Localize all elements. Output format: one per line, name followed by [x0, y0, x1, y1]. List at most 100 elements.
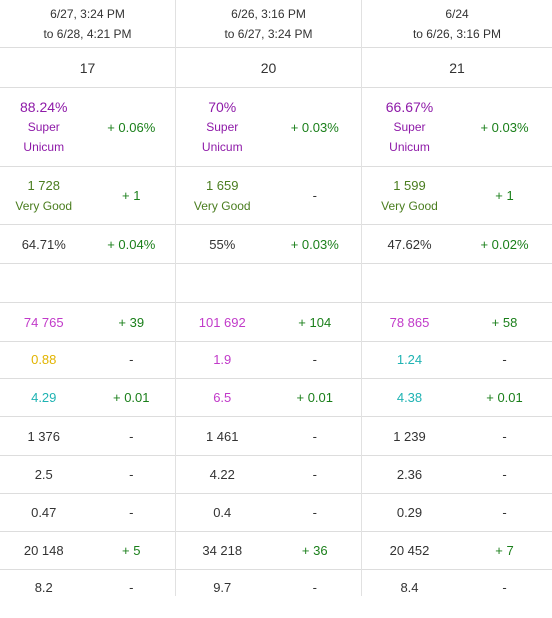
stat-delta: + 7 [495, 543, 514, 558]
stat-delta: - [502, 580, 507, 595]
stat-row: 8.4 - [362, 570, 552, 596]
stat-value: 1 461 [205, 428, 239, 444]
period-header: 6/27, 3:24 PM to 6/28, 4:21 PM [0, 0, 175, 48]
rating-label: Very Good [15, 198, 73, 213]
rating-label: Very Good [381, 198, 438, 213]
rating-delta: + 1 [122, 188, 141, 203]
stat-row: 8.2 - [0, 570, 175, 596]
kd-delta: + 0.01 [486, 390, 523, 405]
survival-value: 55% [209, 236, 236, 252]
period-to: to 6/28, 4:21 PM [43, 26, 132, 41]
battle-count: 17 [0, 48, 175, 88]
stat-delta: - [129, 428, 134, 444]
stat-delta: - [502, 505, 507, 520]
rating-value: 1 599 [393, 177, 426, 193]
period-from: 6/26, 3:16 PM [231, 6, 306, 21]
frags-delta: - [129, 352, 134, 367]
survival-value: 64.71% [21, 236, 66, 252]
damage-value: 101 692 [198, 314, 246, 330]
survival-value: 47.62% [387, 236, 432, 252]
winrate-row: 88.24% Super Unicum + 0.06% [0, 88, 175, 167]
stat-row: 20 148 + 5 [0, 532, 175, 570]
stat-value: 8.4 [400, 580, 419, 595]
period-to: to 6/26, 3:16 PM [412, 26, 502, 41]
rating-delta: + 1 [495, 188, 514, 203]
kd-row: 6.5 + 0.01 [176, 379, 361, 417]
rating-row: 1 659 Very Good - [176, 167, 361, 225]
rating-row: 1 728 Very Good + 1 [0, 167, 175, 225]
stat-row: 20 452 + 7 [362, 532, 552, 570]
stat-row: 34 218 + 36 [176, 532, 361, 570]
frags-delta: - [502, 352, 507, 367]
stat-value: 20 148 [23, 543, 64, 558]
period-from: 6/27, 3:24 PM [50, 6, 125, 21]
survival-delta: + 0.02% [480, 236, 529, 252]
winrate-row: 70% Super Unicum + 0.03% [176, 88, 361, 167]
frags-value: 1.24 [396, 352, 423, 367]
stat-value: 20 452 [389, 543, 430, 558]
kd-delta: + 0.01 [296, 390, 333, 405]
stat-value: 0.4 [213, 505, 232, 520]
stat-row: 0.47 - [0, 494, 175, 532]
kd-value: 6.5 [213, 390, 232, 405]
stat-value: 34 218 [202, 543, 243, 558]
stat-value: 2.36 [396, 467, 423, 482]
stat-row: 2.36 - [362, 456, 552, 494]
survival-delta: + 0.03% [290, 236, 339, 252]
rating-value: 1 659 [205, 177, 239, 193]
damage-delta: + 39 [118, 314, 145, 330]
period-from: 6/24 [445, 6, 469, 21]
stat-row: 1 376 - [0, 417, 175, 456]
damage-delta: + 104 [298, 314, 332, 330]
stat-row: 9.7 - [176, 570, 361, 596]
stat-value: 0.29 [396, 505, 423, 520]
stat-delta: - [312, 505, 317, 520]
stat-delta: - [502, 467, 507, 482]
rating-label: Very Good [193, 198, 251, 213]
period-to: to 6/27, 3:24 PM [224, 26, 313, 41]
stat-row: 1 239 - [362, 417, 552, 456]
stat-value: 0.47 [31, 505, 57, 520]
damage-value: 78 865 [389, 314, 430, 330]
survival-row: 55% + 0.03% [176, 225, 361, 264]
spacer [362, 264, 552, 302]
frags-value: 0.88 [31, 352, 57, 367]
damage-row: 101 692 + 104 [176, 302, 361, 342]
stat-delta: - [312, 467, 317, 482]
stat-value: 1 239 [393, 428, 426, 444]
frags-row: 1.24 - [362, 341, 552, 379]
stat-row: 0.4 - [176, 494, 361, 532]
rating-row: 1 599 Very Good + 1 [362, 167, 552, 225]
winrate-delta: + 0.03% [290, 119, 339, 135]
column-divider [175, 0, 176, 596]
kd-row: 4.38 + 0.01 [362, 379, 552, 417]
survival-row: 64.71% + 0.04% [0, 225, 175, 264]
survival-row: 47.62% + 0.02% [362, 225, 552, 264]
period-header: 6/26, 3:16 PM to 6/27, 3:24 PM [176, 0, 361, 48]
stat-row: 0.29 - [362, 494, 552, 532]
kd-value: 4.38 [396, 390, 423, 405]
frags-delta: - [312, 352, 317, 367]
winrate-value: 66.67% [385, 99, 434, 115]
spacer [0, 264, 175, 302]
stat-value: 1 376 [27, 428, 61, 444]
stat-delta: - [129, 505, 134, 520]
winrate-label: Unicum [389, 140, 430, 154]
stat-row: 2.5 - [0, 456, 175, 494]
stat-delta: + 36 [301, 543, 328, 558]
battle-count: 20 [176, 48, 361, 88]
battle-count: 21 [362, 48, 552, 88]
stat-value: 4.22 [209, 467, 235, 482]
frags-value: 1.9 [213, 352, 232, 367]
survival-delta: + 0.04% [107, 236, 156, 252]
stat-delta: - [129, 467, 134, 482]
damage-delta: + 58 [491, 314, 518, 330]
column-divider [361, 0, 362, 596]
stat-row: 1 461 - [176, 417, 361, 456]
stat-delta: - [312, 428, 317, 444]
winrate-label: Super [206, 120, 239, 134]
kd-delta: + 0.01 [112, 390, 150, 405]
winrate-value: 70% [208, 99, 237, 115]
stat-value: 9.7 [213, 580, 232, 595]
